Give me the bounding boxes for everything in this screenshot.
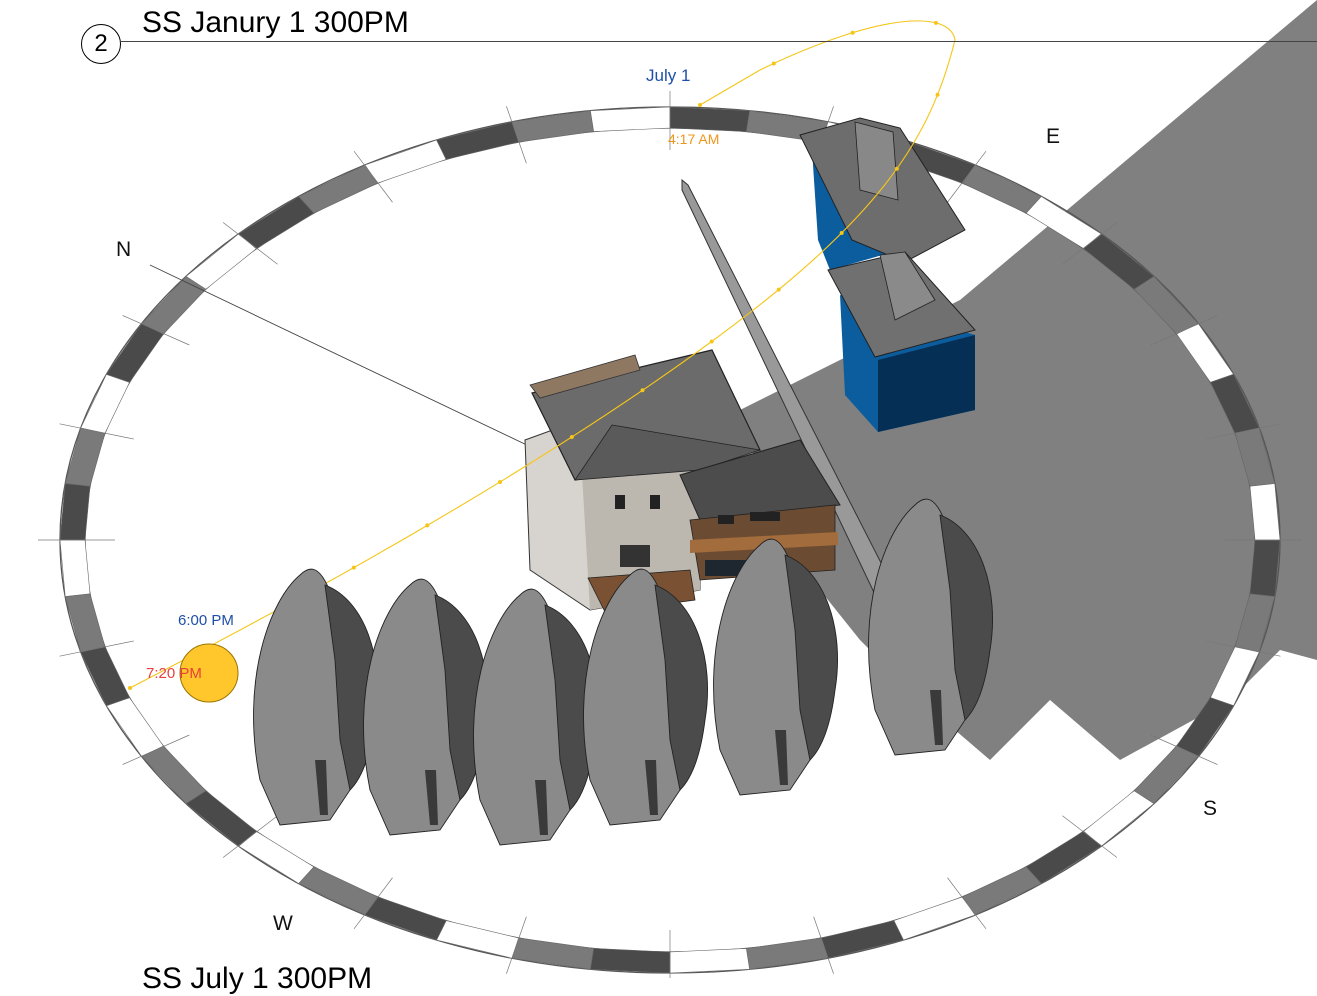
- ring-segment: [141, 745, 207, 804]
- hour-marker: [351, 565, 356, 570]
- sunset-time-label: 7:20 PM: [146, 665, 202, 682]
- ring-ticks: [38, 91, 1302, 989]
- ring-segment: [1133, 745, 1199, 804]
- ring-tick: [59, 423, 134, 440]
- ring-segment: [364, 139, 447, 184]
- ring-tick: [222, 815, 278, 858]
- ring-segment: [436, 920, 519, 959]
- next-view-title: SS July 1 300PM: [142, 962, 373, 995]
- ring-tick: [947, 877, 987, 930]
- hour-marker: [933, 20, 938, 25]
- view-title: SS Janury 1 300PM: [142, 6, 409, 39]
- ring-tick: [59, 640, 134, 657]
- ring-tick: [506, 916, 527, 974]
- ring-segment: [185, 790, 257, 847]
- hour-marker: [698, 103, 702, 107]
- ring-segment: [298, 164, 378, 214]
- hour-marker: [935, 92, 940, 97]
- compass-west-label: W: [273, 912, 293, 935]
- hour-marker: [640, 388, 645, 393]
- ring-segment: [893, 896, 976, 941]
- sun: [179, 643, 239, 703]
- ring-tick: [1062, 815, 1118, 858]
- sunrise-time-label: 4:17 AM: [668, 131, 720, 147]
- ring-segment: [59, 539, 91, 597]
- neighbor-building: [799, 117, 976, 432]
- ring-segment: [436, 121, 519, 160]
- ring-tick: [353, 877, 393, 930]
- ring-segment: [962, 866, 1042, 916]
- ring-segment: [590, 948, 671, 974]
- ring-segment: [185, 233, 257, 290]
- hour-marker: [894, 166, 899, 171]
- ring-segment: [238, 830, 315, 884]
- ring-segment: [821, 920, 904, 959]
- compass-south-label: S: [1203, 797, 1218, 820]
- ring-segment: [1025, 830, 1102, 884]
- hour-marker: [709, 339, 714, 344]
- tree: [713, 538, 838, 796]
- ring-tick: [1150, 315, 1218, 346]
- compass-north-label: N: [116, 238, 132, 261]
- ring-tick: [222, 222, 278, 265]
- hour-marker: [569, 435, 574, 440]
- ring-segment: [141, 276, 207, 335]
- hour-marker: [771, 61, 776, 66]
- hour-marker: [498, 479, 503, 484]
- hour-marker: [776, 287, 781, 292]
- tree: [868, 498, 993, 756]
- ring-segment: [962, 164, 1042, 214]
- tree: [473, 588, 598, 846]
- hour-marker: [850, 30, 855, 35]
- hour-marker: [128, 686, 132, 690]
- tree-row: [253, 498, 993, 846]
- date-label: July 1: [646, 66, 691, 85]
- ring-segment: [80, 646, 130, 707]
- tree: [583, 568, 708, 826]
- ring-tick: [122, 734, 190, 765]
- current-time-label: 6:00 PM: [178, 612, 234, 629]
- ring-tick: [122, 315, 190, 346]
- ring-segment: [238, 196, 315, 250]
- ring-tick: [1150, 734, 1218, 765]
- ring-segment: [669, 948, 750, 974]
- ring-segment: [80, 373, 130, 434]
- ring-segment: [364, 896, 447, 941]
- ring-segment: [298, 866, 378, 916]
- ring-segment: [669, 106, 750, 132]
- ring-segment: [59, 483, 91, 541]
- ring-segment: [1249, 483, 1281, 541]
- view-title-rule: [121, 41, 1317, 42]
- view-number-bubble: 2: [81, 24, 121, 64]
- ring-tick: [1206, 423, 1281, 440]
- compass-east-label: E: [1046, 125, 1061, 148]
- ring-tick: [506, 106, 527, 164]
- ring-tick: [813, 916, 834, 974]
- ring-segment: [590, 106, 671, 132]
- tree: [253, 568, 378, 826]
- hour-segments: [59, 106, 1281, 974]
- ring-segment: [1083, 790, 1155, 847]
- ring-tick: [1206, 640, 1281, 657]
- hour-marker: [425, 523, 430, 528]
- ring-tick: [1062, 222, 1118, 265]
- tree: [363, 578, 488, 836]
- ring-tick: [947, 150, 987, 203]
- ring-tick: [353, 150, 393, 203]
- ring-segment: [1249, 539, 1281, 597]
- hour-marker: [839, 230, 844, 235]
- sun-path-arc: [129, 20, 956, 689]
